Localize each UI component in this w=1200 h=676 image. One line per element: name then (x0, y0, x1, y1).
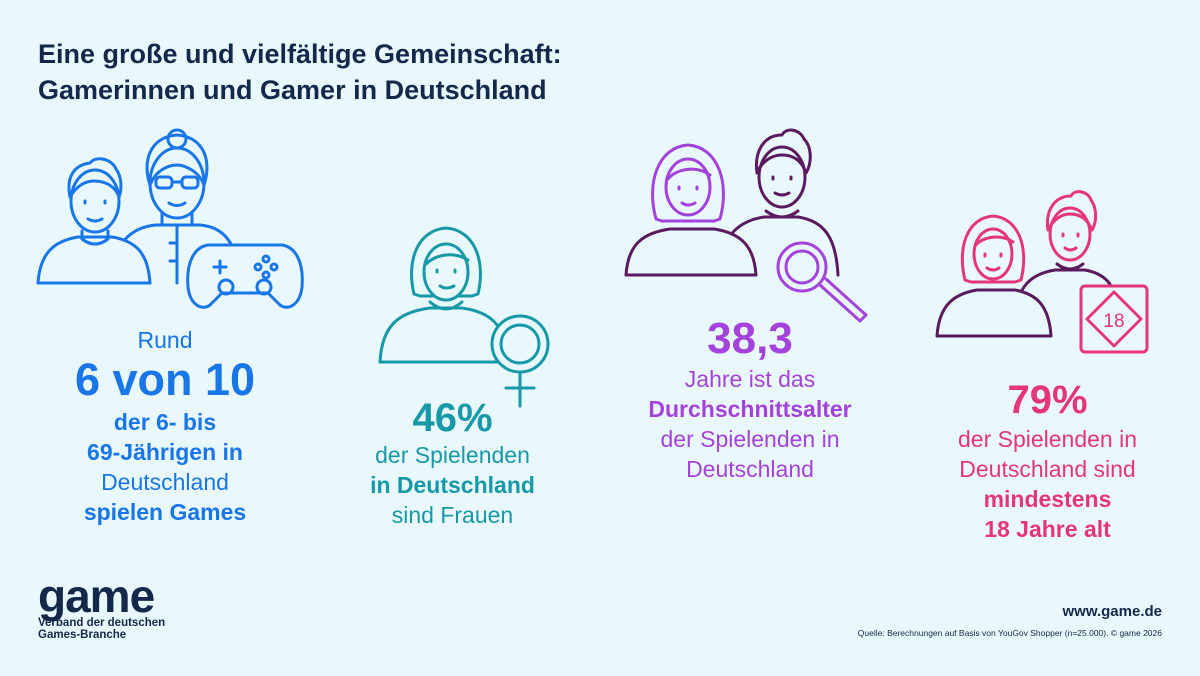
page-title: Eine große und vielfältige Gemeinschaft:… (38, 36, 562, 108)
title-line-1: Eine große und vielfältige Gemeinschaft: (38, 39, 562, 69)
source-note: Quelle: Berechnungen auf Basis von YouGo… (857, 628, 1162, 638)
stat-text-line: mindestens (983, 486, 1112, 512)
stat-women-share: 46% der Spielenden in Deutschland sind F… (340, 396, 565, 530)
website-link[interactable]: www.game.de (1062, 603, 1162, 620)
stat-text-line: Rund (137, 327, 193, 353)
stat-text-line: der Spielenden (375, 442, 530, 468)
age-badge-label: 18 (1103, 311, 1124, 332)
game-logo: game Verband der deutschen Games-Branche (38, 570, 166, 642)
stat-text-line: der Spielenden in (957, 426, 1138, 452)
stat-text-line: der Spielenden in (660, 426, 840, 452)
illustration-family-gaming (36, 128, 304, 309)
stat-headline: 38,3 (707, 314, 793, 363)
logo-tagline-2: Games-Branche (38, 629, 127, 641)
gamepad-icon (186, 243, 304, 309)
illustration-age-average (624, 128, 868, 323)
woman-icon (624, 227, 758, 277)
illustration-women (378, 226, 550, 408)
title-line-2: Gamerinnen und Gamer in Deutschland (38, 75, 547, 105)
female-symbol-icon (490, 314, 550, 408)
stat-text-line: der 6- bis (113, 409, 217, 435)
logo-wordmark: game (38, 570, 155, 622)
logo-tagline-1: Verband der deutschen (38, 617, 166, 629)
stat-text-line: Deutschland (101, 469, 229, 495)
stat-headline: 46% (412, 396, 493, 440)
woman-icon (935, 214, 1053, 338)
grandmother-icon (108, 128, 242, 285)
young-man-icon (36, 157, 152, 285)
stat-text-line: in Deutschland (370, 472, 535, 498)
stat-text-line: Deutschland (686, 456, 814, 482)
stat-players-share: Rund 6 von 10 der 6- bis 69-Jährigen in … (40, 325, 290, 527)
stat-text-line: sind Frauen (391, 502, 514, 528)
stat-headline: 6 von 10 (74, 354, 256, 405)
stat-text-line: 18 Jahre alt (984, 516, 1111, 542)
stat-text-line: spielen Games (83, 499, 247, 525)
stat-text-line: 69-Jährigen in (87, 439, 243, 465)
stat-headline: 79% (1007, 378, 1088, 422)
illustration-adults: 18 (935, 190, 1149, 354)
stat-text-line: Durchschnittsalter (648, 396, 852, 422)
stat-text-line: Jahre ist das (684, 366, 816, 392)
stat-average-age: 38,3 Jahre ist das Durchschnittsalter de… (615, 316, 885, 484)
woman-icon (378, 226, 510, 364)
magnifier-icon (776, 241, 868, 323)
stat-text-line: Deutschland sind (959, 456, 1136, 482)
age-18-badge-icon: 18 (1079, 284, 1149, 354)
stat-adult-share: 79% der Spielenden in Deutschland sind m… (905, 378, 1190, 544)
